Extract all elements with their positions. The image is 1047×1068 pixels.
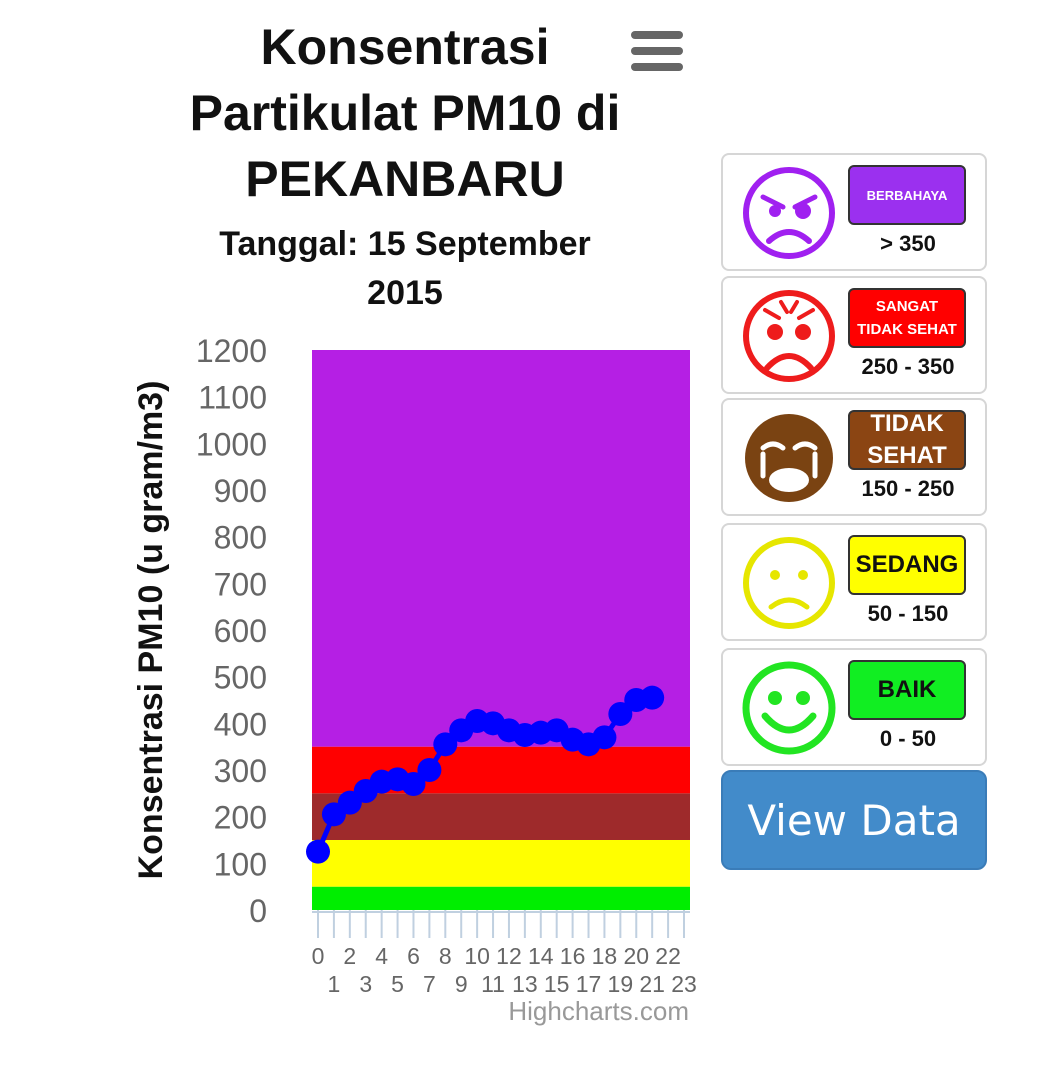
category-badge: SANGAT TIDAK SEHAT — [848, 288, 966, 348]
x-tick-label: 0 — [312, 943, 325, 969]
x-tick-label: 3 — [359, 971, 372, 997]
series-line — [306, 685, 665, 864]
category-badge: BAIK — [848, 660, 966, 720]
legend-card-berbahaya: BERBAHAYA > 350 — [721, 153, 987, 271]
x-tick-label: 9 — [455, 971, 468, 997]
x-tick-label: 18 — [592, 943, 618, 969]
category-range: 150 - 250 — [861, 476, 955, 501]
menu-bar — [631, 31, 683, 39]
x-tick-label: 14 — [528, 943, 554, 969]
y-tick-label: 200 — [214, 800, 267, 836]
menu-bar — [631, 47, 683, 55]
y-axis-label: Konsentrasi PM10 (u gram/m3) — [132, 381, 170, 880]
data-point — [640, 685, 665, 710]
x-tick-label: 19 — [608, 971, 634, 997]
x-tick-label: 5 — [391, 971, 404, 997]
distressed-face-icon — [743, 290, 835, 382]
legend-card-sedang: SEDANG 50 - 150 — [721, 523, 987, 641]
y-tick-label: 300 — [214, 753, 267, 789]
x-tick-label: 6 — [407, 943, 420, 969]
hamburger-icon[interactable] — [628, 28, 686, 74]
x-tick-label: 22 — [655, 943, 681, 969]
angry-face-icon — [743, 167, 835, 259]
data-point — [608, 702, 633, 726]
smiley-face-icon — [742, 661, 836, 755]
plot-band-1 — [312, 840, 690, 887]
x-tick-label: 4 — [375, 943, 388, 969]
menu-bar — [631, 63, 683, 71]
y-tick-label: 500 — [214, 660, 267, 696]
y-tick-label: 0 — [249, 893, 267, 929]
y-tick-label: 600 — [214, 613, 267, 649]
highcharts-credit[interactable]: Highcharts.com — [508, 996, 689, 1026]
x-tick-label: 10 — [464, 943, 490, 969]
x-tick-label: 11 — [481, 971, 505, 997]
y-tick-label: 400 — [214, 706, 267, 742]
x-tick-label: 1 — [328, 971, 341, 997]
category-badge: TIDAK SEHAT — [848, 410, 966, 470]
legend-card-sangat-tidak-sehat: SANGAT TIDAK SEHAT 250 - 350 — [721, 276, 987, 394]
plot-band-4 — [312, 350, 690, 747]
sad-face-icon — [743, 537, 835, 629]
x-tick-label: 7 — [423, 971, 436, 997]
plot-band-2 — [312, 793, 690, 840]
x-tick-label: 16 — [560, 943, 586, 969]
x-tick-label: 17 — [576, 971, 602, 997]
x-tick-label: 15 — [544, 971, 570, 997]
y-tick-label: 1200 — [196, 333, 267, 369]
x-tick-label: 2 — [343, 943, 356, 969]
y-tick-label: 900 — [214, 473, 267, 509]
view-data-button[interactable]: View Data — [721, 770, 987, 870]
y-tick-label: 100 — [214, 846, 267, 882]
y-tick-label: 700 — [214, 566, 267, 602]
pm10-line-chart: 0100200300400500600700800900100011001200… — [132, 333, 697, 1026]
chart-date: Tanggal: 15 September 2015 — [219, 225, 591, 312]
plot-band-0 — [312, 886, 690, 910]
y-axis: 0 100 200 300 400 500 600 700 800 900 1000 1100 1200 — [196, 333, 267, 929]
x-tick-label: 23 — [671, 971, 697, 997]
data-point — [417, 758, 442, 782]
plot-bands — [312, 350, 690, 910]
y-tick-label: 1100 — [198, 380, 267, 416]
data-point — [401, 772, 426, 796]
y-tick-label: 1000 — [196, 426, 267, 462]
crying-face-icon — [745, 414, 833, 502]
legend-card-tidak-sehat: TIDAK SEHAT 150 - 250 — [721, 398, 987, 516]
category-range: 0 - 50 — [879, 726, 937, 751]
x-tick-label: 13 — [512, 971, 538, 997]
y-tick-label: 800 — [214, 520, 267, 556]
category-range: > 350 — [880, 231, 936, 256]
data-point — [433, 732, 458, 757]
data-point — [592, 725, 617, 750]
x-tick-label: 8 — [439, 943, 452, 969]
category-range: 250 - 350 — [861, 354, 955, 379]
x-tick-label: 12 — [496, 943, 522, 969]
legend-card-baik: BAIK 0 - 50 — [721, 648, 987, 766]
data-point — [306, 839, 330, 864]
category-badge: SEDANG — [848, 535, 966, 595]
category-range: 50 - 150 — [867, 601, 949, 626]
category-badge: BERBAHAYA — [848, 165, 966, 225]
page-title: Konsentrasi Partikulat PM10 di PEKANBARU — [189, 19, 621, 207]
x-tick-label: 21 — [639, 971, 665, 997]
x-tick-label: 20 — [623, 943, 649, 969]
